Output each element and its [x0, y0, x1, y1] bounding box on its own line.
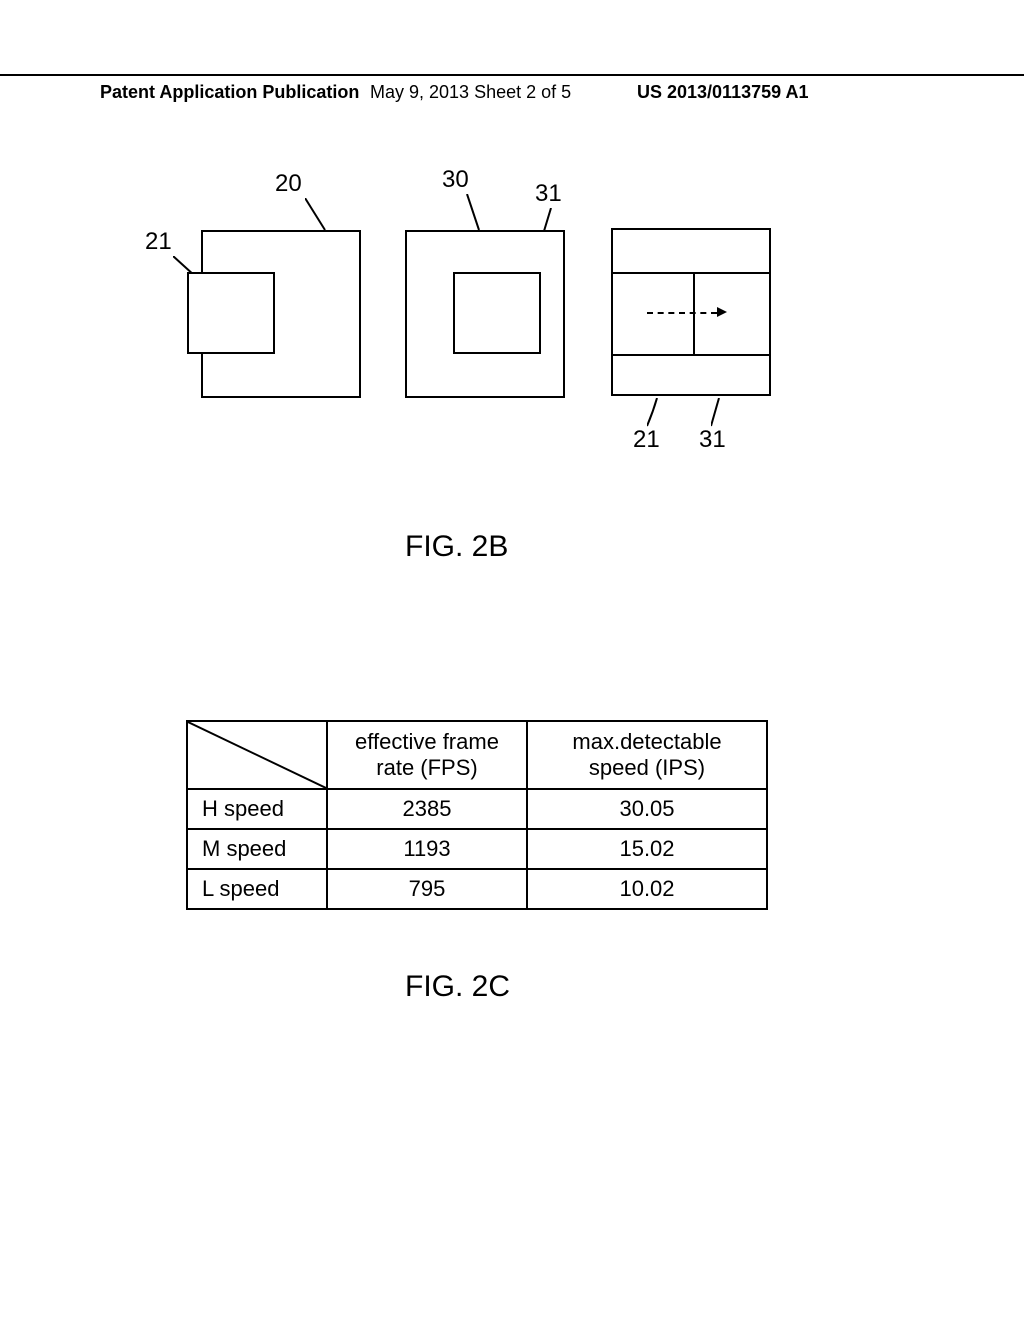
cell-ips: 15.02: [527, 829, 767, 869]
header-left: Patent Application Publication: [100, 82, 359, 103]
col-header-2-line1: max.detectablespeed (IPS): [572, 729, 721, 780]
col-header-max-speed: max.detectablespeed (IPS): [527, 721, 767, 789]
motion-arrow: [647, 312, 717, 314]
table-row: L speed 795 10.02: [187, 869, 767, 909]
leader-30: [461, 194, 483, 232]
leader-20: [305, 198, 335, 234]
cell-ips: 30.05: [527, 789, 767, 829]
leader-21-bottom: [647, 398, 667, 428]
table-corner-cell: [187, 721, 327, 789]
figure-2b-caption: FIG. 2B: [405, 530, 508, 564]
table-row: H speed 2385 30.05: [187, 789, 767, 829]
cell-fps: 1193: [327, 829, 527, 869]
label-21-bottom: 21: [633, 426, 660, 454]
row-label: M speed: [187, 829, 327, 869]
cell-ips: 10.02: [527, 869, 767, 909]
band-top-line: [611, 272, 771, 274]
header-right: US 2013/0113759 A1: [637, 82, 808, 103]
label-21-left: 21: [145, 228, 172, 256]
cell-fps: 2385: [327, 789, 527, 829]
figure-2c-caption: FIG. 2C: [405, 970, 510, 1004]
col-header-1-line1: effective framerate (FPS): [355, 729, 499, 780]
label-20: 20: [275, 170, 302, 198]
label-31-top: 31: [535, 180, 562, 208]
subblock-21: [187, 272, 275, 354]
table-row: M speed 1193 15.02: [187, 829, 767, 869]
label-30: 30: [442, 166, 469, 194]
motion-arrow-head: [717, 307, 727, 317]
speed-table: effective framerate (FPS) max.detectable…: [186, 720, 768, 910]
leader-31-bottom: [711, 398, 731, 428]
cell-fps: 795: [327, 869, 527, 909]
band-bottom-line: [611, 354, 771, 356]
row-label: L speed: [187, 869, 327, 909]
col-header-frame-rate: effective framerate (FPS): [327, 721, 527, 789]
row-label: H speed: [187, 789, 327, 829]
label-31-bottom: 31: [699, 426, 726, 454]
header-center: May 9, 2013 Sheet 2 of 5: [370, 82, 571, 103]
figure-2b: 20 21 30 31 21 31: [145, 170, 875, 460]
subblock-31: [453, 272, 541, 354]
page-header: Patent Application Publication May 9, 20…: [0, 74, 1024, 82]
